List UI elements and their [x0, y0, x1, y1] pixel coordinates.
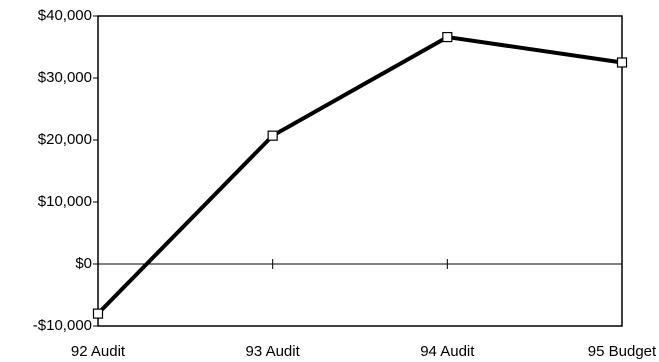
y-tick-label: $0 [75, 255, 92, 272]
marker [267, 130, 278, 141]
line [96, 35, 623, 316]
x-tick-label: 94 Audit [420, 343, 475, 360]
plot-frame [97, 15, 623, 327]
marker [92, 308, 104, 319]
y-tick-label: $30,000 [38, 69, 92, 86]
y-tick-label: -$10,000 [33, 317, 92, 334]
marker [442, 31, 453, 43]
x-tick-label: 92 Audit [71, 343, 126, 360]
y-tick-label: $20,000 [38, 131, 92, 148]
x-tick-label: 93 Audit [246, 343, 301, 360]
marker [616, 57, 628, 68]
y-tick-label: $40,000 [38, 7, 92, 24]
x-tick-label: 95 Budget [588, 343, 657, 360]
y-tick-label: $10,000 [38, 193, 92, 210]
